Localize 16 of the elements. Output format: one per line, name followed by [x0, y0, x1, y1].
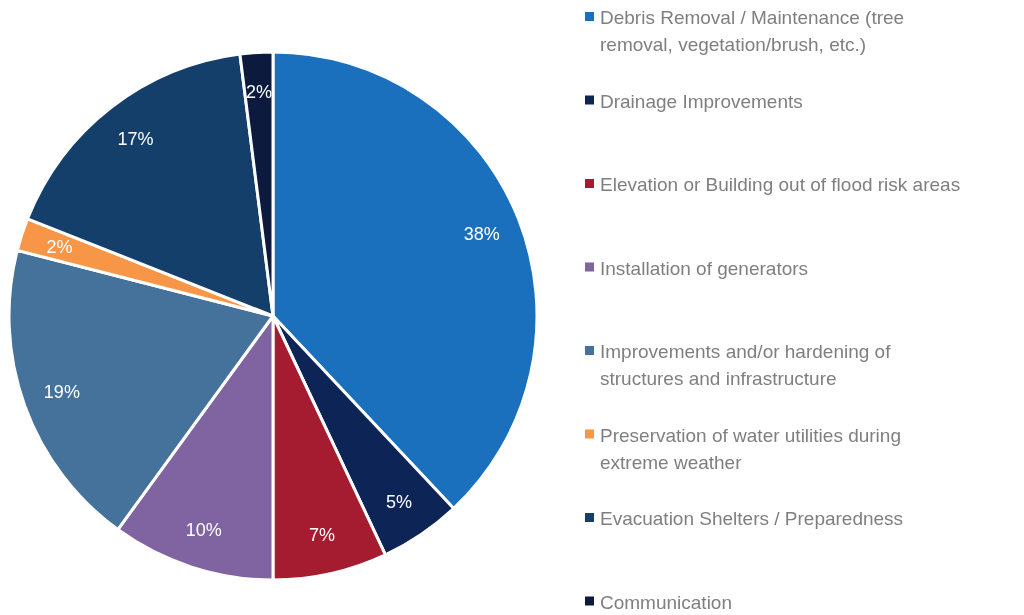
legend-label: Debris Removal / Maintenance (tree removal, vegetation/brush, etc.)	[600, 7, 905, 55]
legend-label: Evacuation Shelters / Preparedness	[600, 508, 904, 529]
data-label: 2%	[46, 236, 73, 257]
data-label: 10%	[185, 519, 222, 540]
data-label: 38%	[463, 223, 500, 244]
data-label: 17%	[117, 128, 154, 149]
legend-label: Elevation or Building out of flood risk areas	[600, 174, 961, 195]
data-label: 5%	[386, 491, 413, 512]
legend-label: Installation of generators	[600, 257, 809, 279]
legend-label: Improvements and/or hardening of structures and infrastructure	[600, 341, 892, 389]
legend-label: Communication	[600, 591, 732, 613]
data-label: 19%	[43, 382, 80, 403]
data-label: 2%	[245, 82, 272, 103]
data-label: 7%	[308, 525, 335, 546]
legend-label: Preservation of water utilities during extreme weather	[600, 424, 901, 473]
legend-label: Drainage Improvements	[600, 90, 803, 112]
